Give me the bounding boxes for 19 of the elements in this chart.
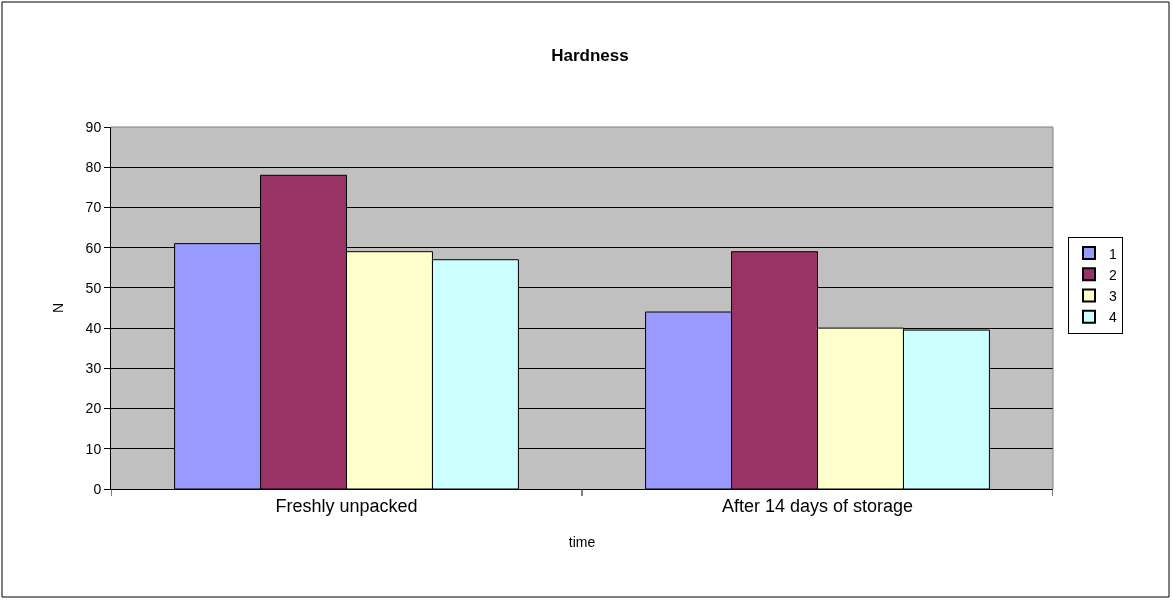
- y-tick-label: 20: [85, 400, 102, 417]
- legend-label: 4: [1109, 309, 1117, 326]
- x-axis-title: time: [568, 533, 596, 550]
- y-tick-label: 50: [85, 279, 102, 296]
- y-tick-label: 70: [85, 199, 102, 216]
- y-tick-label: 80: [85, 159, 102, 176]
- y-tick-label: 40: [85, 320, 102, 337]
- chart-title: Hardness: [551, 45, 629, 65]
- legend-label: 2: [1109, 266, 1117, 283]
- y-tick-label: 90: [85, 118, 102, 135]
- x-tick-label: After 14 days of storage: [721, 495, 914, 516]
- x-tick-label: Freshly unpacked: [275, 495, 418, 516]
- y-axis-title: N: [50, 302, 67, 314]
- y-tick-label: 60: [85, 239, 102, 256]
- y-tick-label: 10: [85, 440, 102, 457]
- y-tick-label: 30: [85, 360, 102, 377]
- legend-label: 3: [1109, 287, 1117, 304]
- y-tick-label: 0: [93, 480, 102, 497]
- legend-label: 1: [1109, 245, 1117, 262]
